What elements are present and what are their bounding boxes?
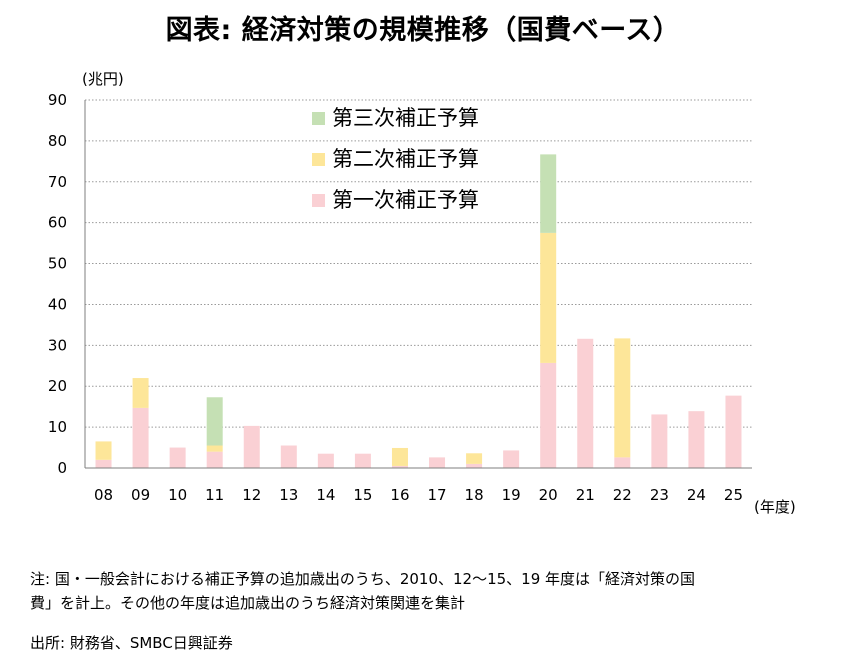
bar-segment: [391, 465, 408, 468]
y-tick-label: 10: [48, 418, 67, 436]
x-tick-label: 10: [168, 486, 187, 504]
x-tick-label: 13: [279, 486, 298, 504]
bar-segment: [540, 154, 557, 233]
bar-segment: [354, 453, 371, 468]
bar-segment: [614, 457, 631, 468]
x-tick-label: 14: [316, 486, 335, 504]
y-tick-label: 20: [48, 377, 67, 395]
x-tick-label: 19: [502, 486, 521, 504]
source-note: 出所: 財務省、SMBC日興証券: [30, 634, 233, 652]
x-tick-label: 18: [465, 486, 484, 504]
chart-title: 図表: 経済対策の規模推移（国費ベース）: [165, 15, 681, 46]
note-line-2: 費」を計上。その他の年度は追加歳出のうち経済対策関連を集計: [30, 594, 466, 612]
x-tick-label: 25: [724, 486, 743, 504]
x-tick-label: 21: [576, 486, 595, 504]
note-line-1: 注: 国・一般会計における補正予算の追加歳出のうち、2010、12〜15、19 …: [30, 570, 696, 588]
legend-swatch: [312, 112, 325, 125]
bar-segment: [132, 407, 149, 468]
bar-segment: [280, 445, 297, 468]
bar-segment: [132, 378, 149, 408]
bar-segment: [169, 447, 186, 468]
gridlines: [85, 99, 752, 428]
x-tick-label: 09: [131, 486, 150, 504]
y-tick-labels: 0 10 20 30 40 50 60 70 80 90: [48, 91, 67, 477]
y-tick-label: 0: [57, 459, 67, 477]
y-tick-label: 40: [48, 295, 67, 313]
x-tick-label: 23: [650, 486, 669, 504]
bar-segment: [317, 453, 334, 468]
x-tick-label: 12: [242, 486, 261, 504]
bar-segment: [466, 453, 483, 464]
bar-segment: [206, 397, 223, 446]
legend-label: 第三次補正予算: [332, 106, 479, 130]
x-tick-label: 16: [390, 486, 409, 504]
legend-label: 第一次補正予算: [332, 188, 479, 212]
axes: [84, 100, 752, 469]
bar-segment: [206, 451, 223, 468]
x-axis-unit: (年度): [754, 498, 796, 516]
y-tick-label: 30: [48, 336, 67, 354]
bar-segment: [503, 450, 520, 468]
x-tick-labels: 08 09 10 11 12 13 14 15 16 17 18 19 20 21 22 23 24 25: [94, 486, 743, 504]
y-tick-label: 70: [48, 173, 67, 191]
bar-segment: [614, 338, 631, 458]
x-tick-label: 20: [539, 486, 558, 504]
bar-segment: [651, 414, 668, 468]
x-tick-label: 08: [94, 486, 113, 504]
legend-swatch: [312, 153, 325, 166]
y-tick-label: 80: [48, 132, 67, 150]
bar-segment: [577, 338, 594, 468]
x-tick-label: 17: [427, 486, 446, 504]
bar-segment: [95, 459, 112, 468]
y-axis-unit: (兆円): [82, 70, 124, 88]
stacked-bar-chart: 0 10 20 30 40 50 60 70 80 90 08 09 10 11 12 13 14 15 16 17…: [48, 70, 796, 516]
bar-segment: [243, 425, 260, 468]
bar-segment: [95, 441, 112, 460]
bar-segment: [540, 232, 557, 363]
x-tick-label: 22: [613, 486, 632, 504]
y-tick-label: 90: [48, 91, 67, 109]
bar-segment: [466, 463, 483, 468]
y-tick-label: 50: [48, 255, 67, 273]
y-tick-label: 60: [48, 214, 67, 232]
bars: [95, 154, 742, 468]
bar-segment: [688, 411, 705, 468]
bar-segment: [206, 445, 223, 452]
legend-swatch: [312, 194, 325, 207]
bar-segment: [725, 395, 742, 468]
bar-segment: [391, 447, 408, 466]
bar-segment: [540, 362, 557, 468]
bar-segment: [429, 457, 446, 468]
x-tick-label: 11: [205, 486, 224, 504]
x-tick-label: 24: [687, 486, 706, 504]
x-tick-label: 15: [353, 486, 372, 504]
legend-label: 第二次補正予算: [332, 147, 479, 171]
